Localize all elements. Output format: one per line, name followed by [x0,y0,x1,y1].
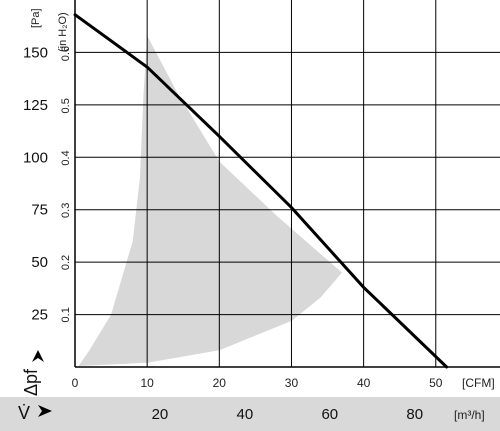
cfm-tick-label: 10 [140,376,154,390]
cfm-tick-label: 30 [285,376,299,390]
horizontal-gridlines [75,51,500,316]
inh2o-tick-label: 0.2 [60,255,72,270]
inh2o-tick-label: 0.4 [60,150,72,165]
cfm-tick-labels: 0 10 20 30 40 50 [72,376,443,390]
v-dot-symbol: V̇ [18,403,30,423]
plot-area [73,0,500,369]
inh2o-tick-label: 0.3 [60,203,72,218]
delta-p-symbol: Δpf [21,368,41,396]
bottom-scale-band [0,397,500,431]
pressure-flow-curve [73,13,449,369]
pa-tick-label: 100 [23,149,48,166]
inh2o-tick-labels: 0.1 0.2 0.3 0.4 0.5 0.6 [60,46,72,322]
m3h-tick-labels: 20 40 60 80 [152,406,424,423]
pa-tick-label: 125 [23,97,48,114]
cfm-unit-label: [CFM] [462,376,495,390]
cfm-tick-label: 50 [429,376,443,390]
vertical-gridlines [146,0,437,367]
m3h-tick-label: 60 [321,406,338,423]
pa-tick-label: 150 [23,44,48,61]
m3h-tick-label: 80 [406,406,423,423]
operating-region [78,35,342,366]
inh2o-tick-label: 0.6 [60,46,72,61]
m3h-tick-label: 20 [152,406,169,423]
inh2o-unit-label: (in H₂O) [57,12,69,52]
v-dot-arrow-icon [38,405,52,417]
pa-tick-label: 50 [31,254,48,271]
delta-p-arrow-icon [32,350,44,362]
pa-tick-labels: 25 50 75 100 125 150 [23,44,48,323]
cfm-tick-label: 0 [72,376,79,390]
inh2o-tick-label: 0.1 [60,307,72,322]
cfm-tick-label: 40 [357,376,371,390]
pa-tick-label: 75 [31,202,48,219]
inh2o-tick-label: 0.5 [60,98,72,113]
cfm-tick-label: 20 [213,376,227,390]
m3h-tick-label: 40 [237,406,254,423]
pa-tick-label: 25 [31,307,48,324]
m3h-unit-label: [m³/h] [454,408,485,422]
pa-unit-label: [Pa] [30,8,42,28]
